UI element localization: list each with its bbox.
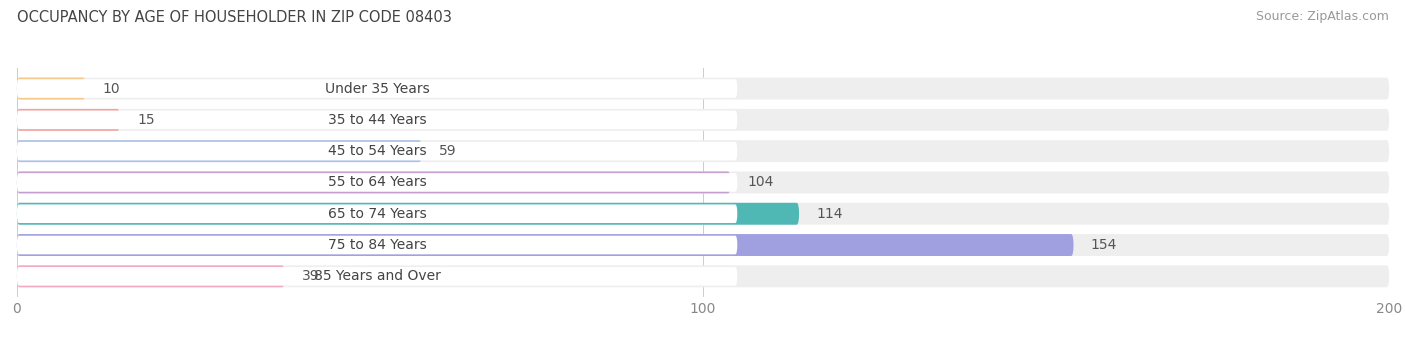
Text: Under 35 Years: Under 35 Years [325, 81, 429, 95]
FancyBboxPatch shape [17, 140, 1389, 162]
Text: 35 to 44 Years: 35 to 44 Years [328, 113, 426, 127]
Text: 154: 154 [1091, 238, 1116, 252]
FancyBboxPatch shape [17, 234, 1389, 256]
FancyBboxPatch shape [17, 78, 86, 100]
Text: 75 to 84 Years: 75 to 84 Years [328, 238, 426, 252]
Text: 104: 104 [748, 175, 773, 190]
Text: 114: 114 [817, 207, 842, 221]
FancyBboxPatch shape [17, 203, 799, 225]
FancyBboxPatch shape [17, 140, 422, 162]
Text: 39: 39 [302, 269, 319, 283]
FancyBboxPatch shape [17, 236, 737, 254]
Text: 59: 59 [439, 144, 457, 158]
FancyBboxPatch shape [17, 110, 737, 129]
FancyBboxPatch shape [17, 234, 1074, 256]
FancyBboxPatch shape [17, 142, 737, 161]
FancyBboxPatch shape [17, 79, 737, 98]
Text: 10: 10 [103, 81, 121, 95]
FancyBboxPatch shape [17, 265, 1389, 287]
FancyBboxPatch shape [17, 78, 1389, 100]
Text: OCCUPANCY BY AGE OF HOUSEHOLDER IN ZIP CODE 08403: OCCUPANCY BY AGE OF HOUSEHOLDER IN ZIP C… [17, 10, 451, 25]
Text: 55 to 64 Years: 55 to 64 Years [328, 175, 426, 190]
FancyBboxPatch shape [17, 109, 120, 131]
Text: 15: 15 [136, 113, 155, 127]
FancyBboxPatch shape [17, 267, 737, 286]
FancyBboxPatch shape [17, 204, 737, 223]
Text: Source: ZipAtlas.com: Source: ZipAtlas.com [1256, 10, 1389, 23]
FancyBboxPatch shape [17, 265, 284, 287]
Text: 85 Years and Over: 85 Years and Over [314, 269, 440, 283]
FancyBboxPatch shape [17, 203, 1389, 225]
Text: 45 to 54 Years: 45 to 54 Years [328, 144, 426, 158]
Text: 65 to 74 Years: 65 to 74 Years [328, 207, 426, 221]
FancyBboxPatch shape [17, 109, 1389, 131]
FancyBboxPatch shape [17, 172, 1389, 193]
FancyBboxPatch shape [17, 172, 731, 193]
FancyBboxPatch shape [17, 173, 737, 192]
